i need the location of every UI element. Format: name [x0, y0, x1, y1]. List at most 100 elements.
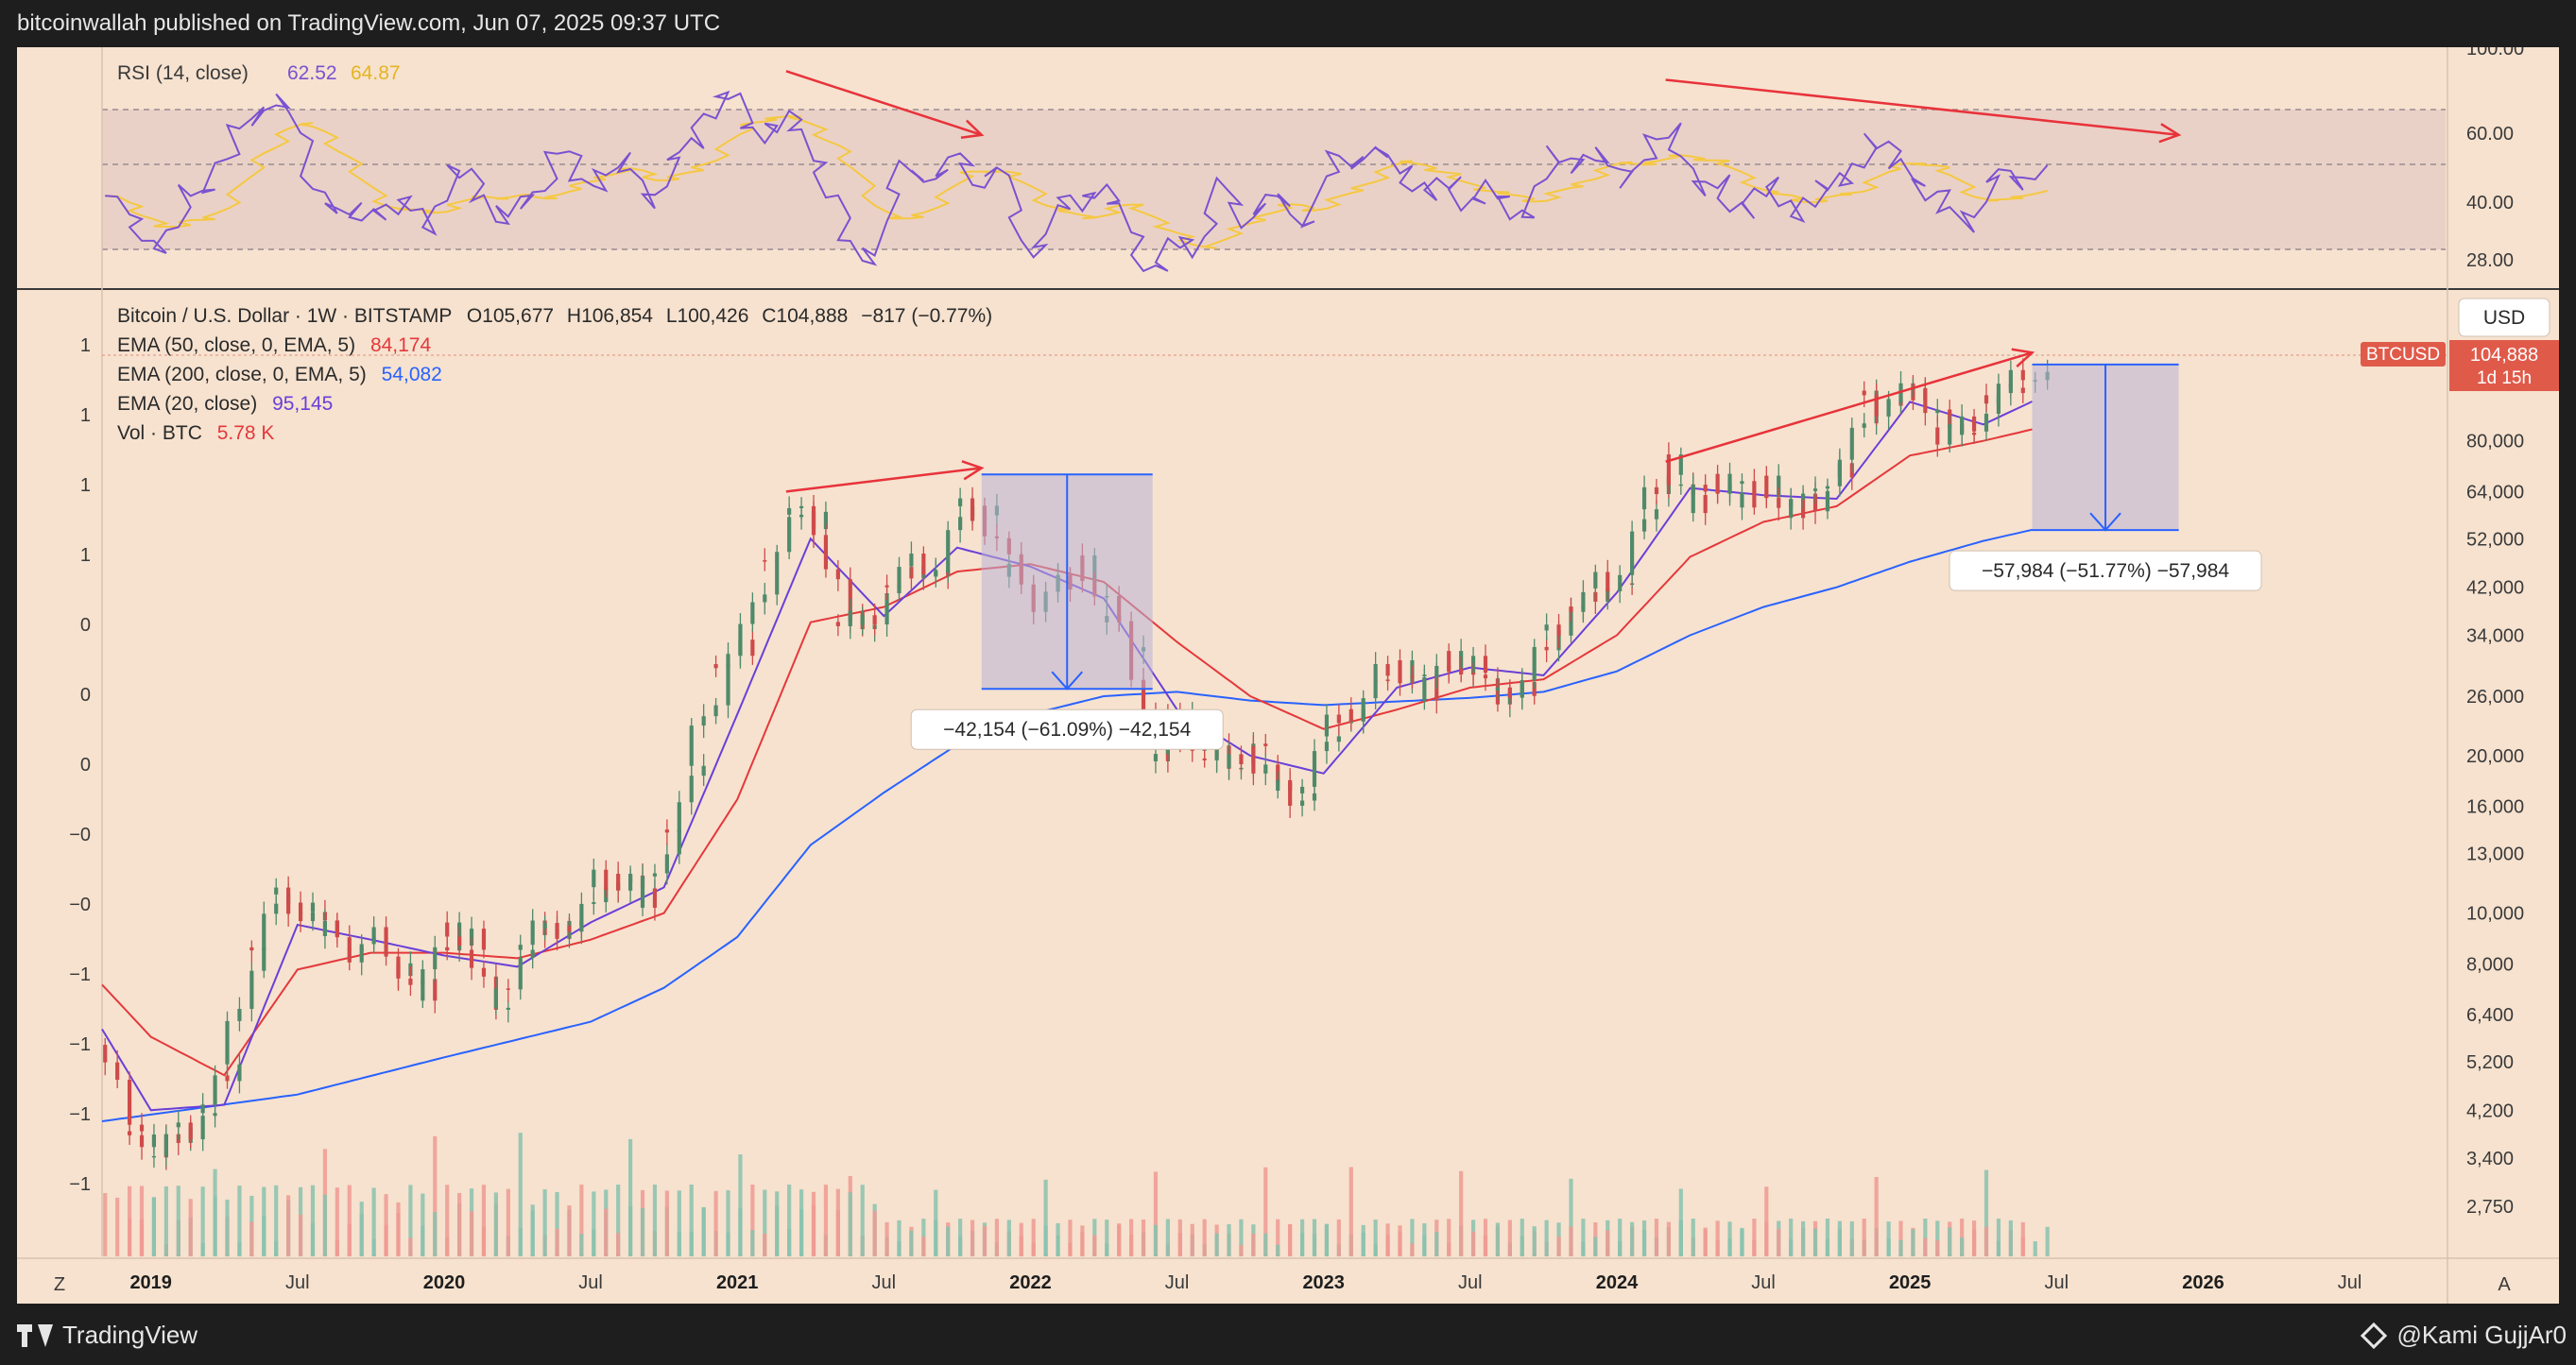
volume-bar: [787, 1185, 792, 1256]
volume-bar: [664, 1190, 669, 1256]
candle-body: [1678, 454, 1683, 475]
volume-bar: [1263, 1233, 1268, 1256]
volume-bar: [1507, 1220, 1512, 1256]
volume-bar: [1105, 1220, 1109, 1256]
candle-body: [1727, 484, 1732, 493]
candle-body: [1520, 679, 1524, 696]
volume-bar: [1678, 1220, 1683, 1256]
currency-button[interactable]: [2458, 298, 2550, 337]
candle-body: [1764, 475, 1769, 499]
volume-bar: [1422, 1235, 1427, 1256]
volume-bar: [1495, 1222, 1501, 1256]
volume-bar: [1336, 1219, 1341, 1256]
volume-bar: [726, 1189, 730, 1256]
volume-bar: [1276, 1244, 1280, 1256]
price-tick-11: 6,400: [2466, 1005, 2514, 1026]
candle-body: [616, 874, 621, 891]
chart-frame: −42,154 (−61.09%) −42,154 −57,984 (−51.77…: [17, 39, 2559, 1304]
volume-bar: [249, 1221, 254, 1256]
auto-scale-button[interactable]: A: [2498, 1274, 2511, 1295]
candle-body: [249, 947, 254, 951]
volume-bar: [1470, 1231, 1476, 1256]
left-tick-4: 0: [80, 615, 91, 636]
volume-bar: [1777, 1228, 1781, 1256]
candle-body: [799, 505, 804, 508]
volume-bar: [897, 1241, 902, 1256]
volume-bar: [1862, 1219, 1866, 1256]
tradingview-brand[interactable]: TradingView: [17, 1321, 197, 1350]
candle-body: [1862, 423, 1866, 428]
candle-body: [127, 1131, 132, 1135]
candle-body: [1361, 698, 1365, 722]
price-tick-3: 42,000: [2466, 578, 2524, 599]
candle-body: [787, 517, 792, 553]
candle-body: [347, 947, 352, 963]
candle-body: [1470, 673, 1476, 675]
brand-text: TradingView: [62, 1321, 198, 1349]
rsi-ma-line: [105, 114, 2048, 249]
footer-bar: TradingView @Kami GujjAr0: [0, 1304, 2576, 1365]
volume-bar: [579, 1234, 584, 1256]
candle-body: [763, 594, 767, 603]
price-tick-8: 13,000: [2466, 845, 2524, 865]
chart-svg[interactable]: −42,154 (−61.09%) −42,154 −57,984 (−51.77…: [17, 39, 2559, 1304]
candle-body: [1556, 624, 1561, 636]
volume-bar: [884, 1221, 889, 1256]
volume-bar: [2045, 1226, 2050, 1256]
volume-bar: [592, 1191, 596, 1256]
candle-body: [518, 945, 523, 950]
candle-body: [408, 978, 413, 985]
candle-body: [1715, 473, 1720, 493]
measure-arrow-head-2: [2089, 512, 2121, 532]
volume-bar: [1789, 1219, 1794, 1256]
candle-body: [1837, 459, 1842, 478]
volume-bar: [1654, 1219, 1659, 1256]
candle-body: [738, 623, 743, 657]
zoom-corner-button[interactable]: Z: [54, 1274, 65, 1295]
volume-bar: [1117, 1225, 1122, 1256]
candle-body: [921, 553, 926, 575]
candle-body: [628, 875, 633, 891]
candle-body: [445, 922, 450, 937]
volume-bar: [1960, 1237, 1965, 1256]
candle-body: [958, 498, 963, 506]
rsi-legend-name: RSI (14, close): [117, 62, 249, 84]
candle-body: [823, 511, 829, 530]
candle-body: [1153, 754, 1159, 761]
candle-body: [1691, 485, 1695, 514]
volume-bar: [1581, 1241, 1586, 1256]
candle-body: [1593, 572, 1598, 589]
volume-bar: [970, 1220, 975, 1256]
left-tick-8: −0: [69, 895, 91, 915]
ohlc-high: H106,854: [567, 305, 653, 327]
volume-bar: [469, 1211, 474, 1256]
left-tick-5: 0: [80, 685, 91, 706]
rsi-line: [105, 90, 2049, 273]
volume-bar: [139, 1186, 145, 1256]
publisher-text: bitcoinwallah published on TradingView.c…: [17, 10, 721, 36]
candle-body: [701, 716, 706, 726]
indicator-ema50: EMA (50, close, 0, EMA, 5) 84,174: [117, 334, 431, 356]
volume-bar: [1006, 1220, 1011, 1256]
candle-body: [726, 654, 730, 669]
candle-body: [1569, 606, 1573, 612]
volume-bar: [1984, 1227, 1989, 1256]
time-axis: 2019 Jul 2020 Jul 2021 Jul 2022 Jul 2023 Jul 2024 J…: [129, 1272, 2361, 1293]
candle-body: [1630, 531, 1635, 575]
candle-body: [1373, 663, 1378, 681]
candle-body: [1202, 758, 1207, 760]
candle-body: [677, 829, 681, 855]
credit: @Kami GujjAr0: [2361, 1321, 2567, 1350]
volume-bar: [1825, 1219, 1830, 1256]
candle-body: [298, 902, 303, 922]
candle-body: [384, 937, 388, 957]
volume-bar: [1752, 1219, 1757, 1256]
left-tick-12: −1: [69, 1174, 91, 1195]
price-tick-0: 80,000: [2466, 432, 2524, 452]
volume-bar: [763, 1233, 767, 1256]
divergence-arrowhead-3: [2011, 348, 2035, 368]
left-tick-3: 1: [80, 545, 91, 566]
candle-body: [1434, 665, 1439, 677]
time-label-7: Jul: [1165, 1272, 1190, 1293]
volume-bar: [677, 1190, 681, 1256]
